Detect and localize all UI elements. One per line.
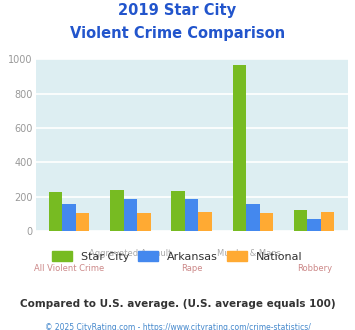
Bar [110,190,124,231]
Bar [321,213,334,231]
Bar [294,210,307,231]
Bar [49,192,62,231]
Bar [185,199,198,231]
Bar [62,204,76,231]
Bar [260,213,273,231]
Text: 2019 Star City: 2019 Star City [119,3,236,18]
Bar [171,191,185,231]
Bar [76,213,89,231]
Text: All Violent Crime: All Violent Crime [34,264,104,273]
Bar [233,65,246,231]
Text: Murder & Mans...: Murder & Mans... [217,249,289,258]
Bar [307,219,321,231]
Bar [137,213,151,231]
Text: Robbery: Robbery [297,264,332,273]
Text: Aggravated Assault: Aggravated Assault [89,249,171,258]
Legend: Star City, Arkansas, National: Star City, Arkansas, National [48,247,307,267]
Text: Violent Crime Comparison: Violent Crime Comparison [70,26,285,41]
Bar [198,212,212,231]
Text: Compared to U.S. average. (U.S. average equals 100): Compared to U.S. average. (U.S. average … [20,299,335,309]
Text: Rape: Rape [181,264,202,273]
Bar [124,199,137,231]
Bar [246,204,260,231]
Text: © 2025 CityRating.com - https://www.cityrating.com/crime-statistics/: © 2025 CityRating.com - https://www.city… [45,323,310,330]
